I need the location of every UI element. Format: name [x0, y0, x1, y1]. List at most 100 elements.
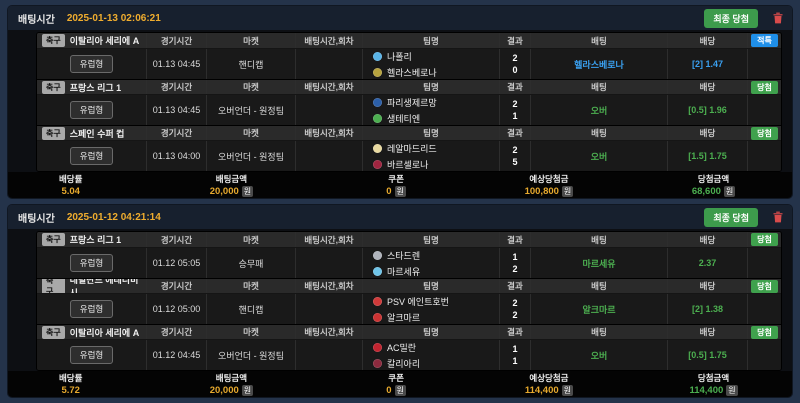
col-result: 결과 — [500, 325, 531, 339]
game-time: 01.13 04:45 — [147, 49, 207, 79]
col-team: 팀명 — [363, 279, 500, 293]
bet-slip: 배팅시간 2025-01-12 04:21:14 최종 당첨 축구 프랑스 리그… — [8, 205, 792, 397]
game-time: 01.13 04:45 — [147, 95, 207, 125]
final-win-button[interactable]: 최종 당첨 — [704, 8, 758, 28]
status-badge: 적특 — [751, 34, 778, 47]
status-badge: 당첨 — [751, 279, 778, 293]
league-cell: 축구 이탈리아 세리에 A — [37, 325, 147, 339]
col-market: 마켓 — [207, 325, 296, 339]
betting-time-label: 배팅시간 — [18, 213, 55, 225]
col-game-time: 경기시간 — [147, 80, 207, 94]
currency-unit: 원 — [241, 186, 254, 197]
currency-unit: 원 — [726, 385, 738, 396]
result-cell: 1 2 — [500, 248, 531, 278]
final-win-button[interactable]: 최종 당첨 — [704, 207, 758, 227]
status-badge: 당첨 — [751, 80, 778, 94]
match-block: 축구 스페인 수퍼 컵 경기시간 마켓 배팅시간,회차 팀명 결과 배팅 배당 … — [37, 125, 781, 171]
bet-odds: [2] 1.47 — [668, 49, 748, 79]
betting-time-label: 배팅시간 — [18, 14, 55, 26]
result-cell: 2 5 — [500, 141, 531, 171]
expected-win-label: 예상당첨금 — [529, 174, 569, 184]
col-odds: 배당 — [668, 279, 748, 293]
home-team-name: 나폴리 — [387, 51, 412, 62]
bet-round — [296, 294, 363, 324]
coupon-label: 쿠폰 — [388, 174, 404, 184]
sport-badge: 축구 — [42, 233, 65, 246]
bet-history-list: 배팅시간 2025-01-13 02:06:21 최종 당첨 축구 이탈리아 세… — [8, 6, 792, 397]
league-name: 이탈리아 세리에 A — [69, 36, 140, 46]
col-bet: 배팅 — [531, 126, 668, 140]
status-cell: 당첨 — [748, 325, 781, 339]
trash-icon — [773, 12, 783, 24]
teams-cell: 파리생제르망 생테티엔 — [363, 95, 500, 125]
home-team-logo-icon — [373, 143, 382, 153]
market: 승무패 — [207, 248, 296, 278]
matches-table: 축구 이탈리아 세리에 A 경기시간 마켓 배팅시간,회차 팀명 결과 배팅 배… — [36, 32, 782, 172]
match-header-row: 축구 프랑스 리그 1 경기시간 마켓 배팅시간,회차 팀명 결과 배팅 배당 … — [37, 232, 781, 248]
betting-timestamp: 2025-01-12 04:21:14 — [66, 211, 161, 223]
match-header-row: 축구 이탈리아 세리에 A 경기시간 마켓 배팅시간,회차 팀명 결과 배팅 배… — [37, 324, 781, 340]
col-result: 결과 — [500, 279, 531, 293]
result-cell: 1 1 — [500, 340, 531, 370]
col-market: 마켓 — [207, 126, 296, 140]
home-team: 파리생제르망 — [373, 96, 437, 109]
home-score: 2 — [512, 298, 518, 308]
result-cell: 2 2 — [500, 294, 531, 324]
league-name: 프랑스 리그 1 — [69, 235, 122, 245]
bet-type-badge: 유럽형 — [69, 346, 114, 364]
bet-amount-label: 배팅금액 — [215, 373, 248, 383]
away-team-name: 생테티엔 — [387, 113, 421, 124]
bet-pick: 오버 — [531, 340, 668, 370]
away-team-name: 마르세유 — [387, 266, 421, 277]
bet-type-cell: 유럽형 — [37, 294, 147, 324]
bet-odds: [2] 1.38 — [668, 294, 748, 324]
home-team-logo-icon — [373, 97, 382, 107]
match-data-row: 유럽형 01.12 04:45 오버언더 - 원정팀 AC밀란 칼리아리 1 1… — [37, 340, 781, 370]
odds-rate-label: 배당률 — [58, 174, 83, 184]
bet-type-cell: 유럽형 — [37, 95, 147, 125]
col-bet-round: 배팅시간,회차 — [296, 126, 363, 140]
status-cell: 당첨 — [748, 232, 781, 247]
away-team: 헬라스베로나 — [373, 66, 437, 79]
sport-badge: 축구 — [42, 34, 65, 47]
market: 오버언더 - 원정팀 — [207, 95, 296, 125]
status-cell: 당첨 — [748, 80, 781, 94]
match-block: 축구 이탈리아 세리에 A 경기시간 마켓 배팅시간,회차 팀명 결과 배팅 배… — [37, 324, 781, 370]
delete-slip-button[interactable] — [770, 10, 786, 26]
delete-slip-button[interactable] — [770, 209, 786, 225]
col-result: 결과 — [500, 126, 531, 140]
col-game-time: 경기시간 — [147, 232, 207, 247]
home-team: 나폴리 — [373, 50, 412, 63]
home-team-name: 레알마드리드 — [387, 143, 437, 154]
league-cell: 축구 네덜란드 에레디비시 — [37, 279, 147, 293]
odds-rate-value: 5.72 — [61, 385, 80, 396]
away-team: 알크마르 — [373, 311, 420, 324]
expected-win-value: 100,800 — [524, 186, 559, 197]
away-score: 1 — [512, 111, 518, 121]
away-team-name: 알크마르 — [387, 312, 421, 323]
empty-cell — [748, 95, 781, 125]
bet-type-badge: 유럽형 — [69, 254, 114, 272]
home-score: 2 — [512, 99, 518, 109]
col-bet-round: 배팅시간,회차 — [296, 325, 363, 339]
home-team-name: 스타드렌 — [387, 250, 421, 261]
col-odds: 배당 — [668, 33, 748, 48]
col-bet: 배팅 — [531, 232, 668, 247]
col-bet: 배팅 — [531, 279, 668, 293]
market: 오버언더 - 원정팀 — [207, 141, 296, 171]
home-team-logo-icon — [373, 296, 382, 306]
col-team: 팀명 — [363, 325, 500, 339]
league-cell: 축구 프랑스 리그 1 — [37, 232, 147, 247]
empty-cell — [748, 49, 781, 79]
home-score: 1 — [512, 344, 518, 354]
bet-type-cell: 유럽형 — [37, 49, 147, 79]
expected-win-label: 예상당첨금 — [529, 373, 569, 383]
away-team-name: 헬라스베로나 — [387, 67, 437, 78]
col-bet: 배팅 — [531, 33, 668, 48]
sport-badge: 축구 — [42, 80, 65, 94]
league-cell: 축구 이탈리아 세리에 A — [37, 33, 147, 48]
bet-pick: 마르세유 — [531, 248, 668, 278]
bet-round — [296, 248, 363, 278]
